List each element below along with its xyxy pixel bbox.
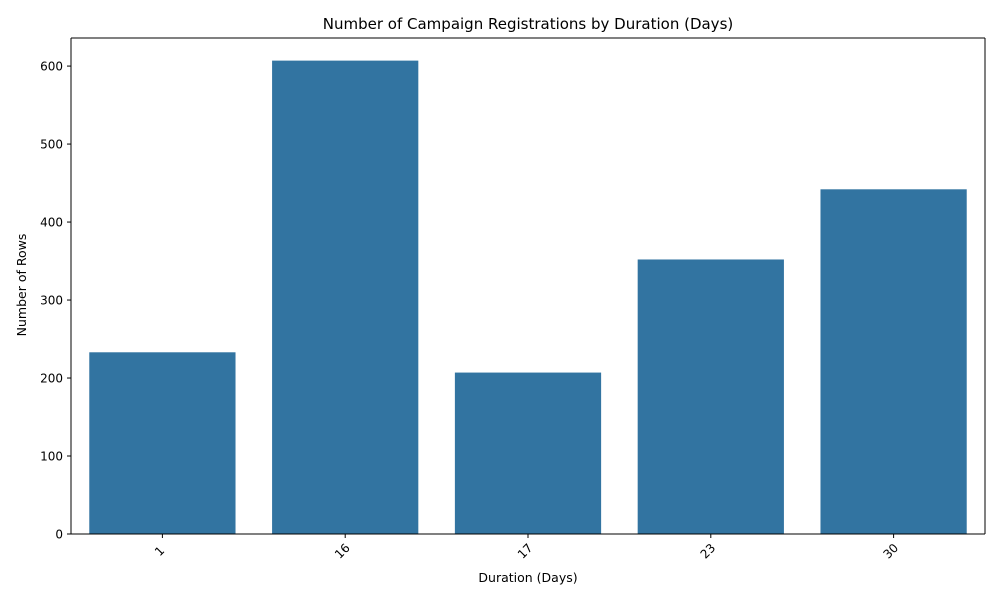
y-axis-label: Number of Rows (14, 234, 29, 337)
bars-layer (89, 60, 967, 535)
y-tick-label: 300 (40, 294, 63, 308)
chart-title: Number of Campaign Registrations by Dura… (323, 15, 733, 33)
bar-30 (820, 189, 967, 535)
y-tick-label: 500 (40, 138, 63, 152)
x-ticks: 1 16 17 23 30 (152, 534, 901, 562)
x-tick-label-17: 17 (515, 541, 536, 562)
bar-17 (454, 372, 602, 534)
bar-23 (637, 259, 784, 534)
y-tick-label: 600 (40, 60, 63, 74)
y-tick-label: 0 (55, 528, 63, 542)
bar-16 (272, 60, 419, 535)
y-tick-label: 400 (40, 216, 63, 230)
x-tick-label-16: 16 (332, 541, 353, 562)
y-tick-label: 100 (40, 450, 63, 464)
y-ticks: 0 100 200 300 400 500 600 (40, 60, 71, 542)
x-tick-label-30: 30 (880, 541, 901, 562)
x-axis-label: Duration (Days) (478, 570, 577, 585)
x-tick-label-23: 23 (698, 541, 719, 562)
bar-1 (89, 352, 236, 534)
y-tick-label: 200 (40, 372, 63, 386)
x-tick-label-1: 1 (152, 544, 167, 559)
